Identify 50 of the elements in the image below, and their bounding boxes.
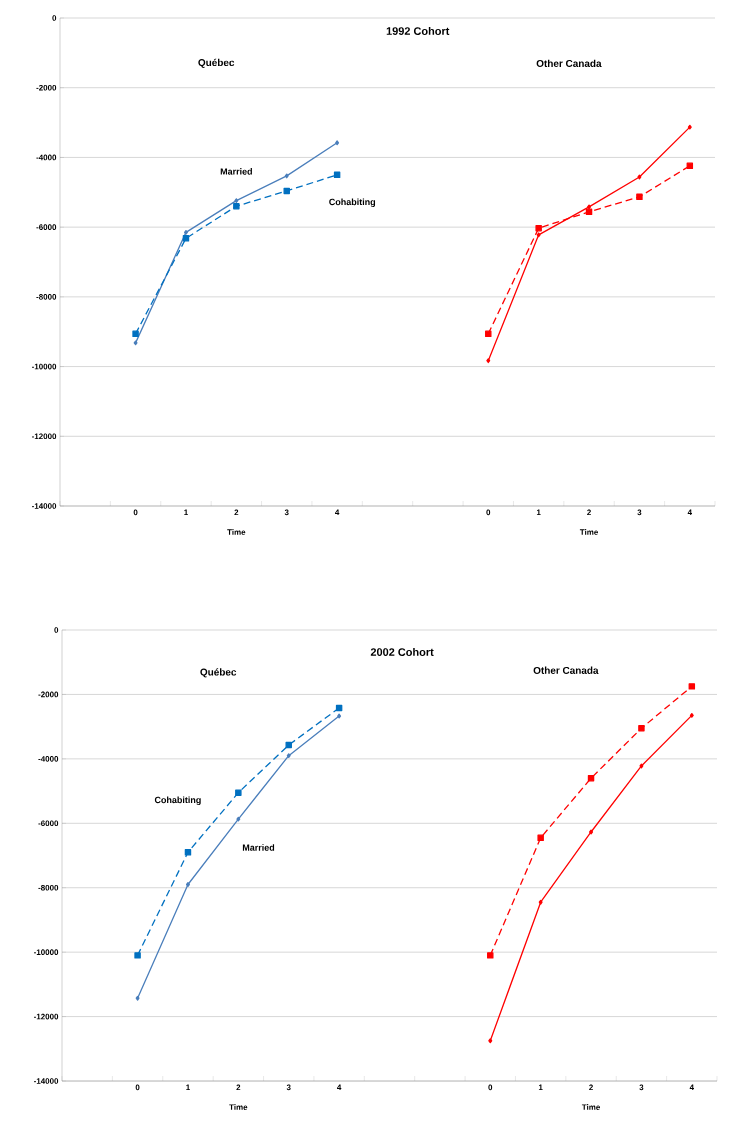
point — [538, 899, 543, 905]
point — [585, 208, 593, 216]
point — [485, 330, 492, 338]
text: 2002 Cohort — [370, 647, 434, 656]
point — [233, 202, 240, 210]
point — [236, 816, 241, 822]
point — [335, 704, 343, 712]
text: 1992 Cohort — [386, 26, 450, 35]
point — [587, 204, 592, 210]
point — [183, 229, 188, 235]
point — [589, 829, 594, 835]
point — [133, 340, 138, 346]
point — [636, 193, 643, 201]
point — [689, 712, 694, 718]
text: Cohabiting — [329, 198, 376, 207]
annotation: Québec — [200, 668, 237, 678]
point — [638, 725, 645, 732]
series-label: Married — [220, 168, 252, 175]
point — [184, 849, 192, 856]
point — [132, 330, 139, 338]
point — [637, 174, 642, 180]
point — [235, 789, 242, 796]
point — [286, 753, 291, 759]
annotation: Other Canada — [536, 59, 602, 67]
point — [185, 882, 190, 887]
point — [234, 198, 239, 204]
point — [587, 774, 595, 782]
point — [487, 952, 494, 959]
point — [182, 235, 190, 242]
point — [134, 952, 141, 959]
point — [337, 713, 342, 719]
point — [285, 741, 292, 749]
point — [688, 683, 696, 690]
point — [537, 834, 544, 842]
point — [536, 232, 541, 238]
point — [283, 187, 290, 195]
annotation: Québec — [198, 58, 235, 68]
text: Cohabiting — [154, 796, 201, 805]
point — [639, 763, 644, 769]
point — [135, 995, 140, 1001]
point — [335, 140, 340, 146]
point — [284, 173, 289, 179]
point — [686, 162, 694, 170]
point — [333, 171, 341, 179]
point — [486, 358, 491, 364]
text: Married — [242, 844, 275, 851]
point — [687, 124, 692, 130]
point — [488, 1038, 493, 1044]
annotation: Other Canada — [533, 666, 599, 674]
point — [535, 224, 542, 232]
